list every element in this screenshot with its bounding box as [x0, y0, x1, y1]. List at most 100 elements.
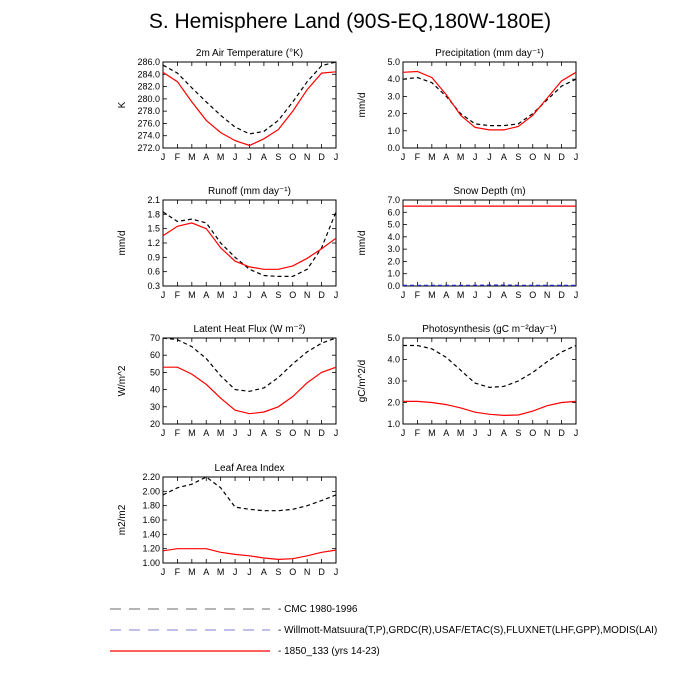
y-tick-label: 2.0 — [387, 398, 400, 408]
chart-panel-3: Snow Depth (m) mm/d 0.0 1.0 2.0 3.0 4.0 5.0 6.0 7… — [357, 186, 578, 300]
y-tick-label: 2.00 — [142, 486, 160, 496]
x-tick-label: J — [487, 428, 492, 438]
panel-title: Latent Heat Flux (W m⁻²) — [194, 324, 306, 335]
y-tick-label: 40 — [150, 385, 160, 395]
y-tick-label: 0.0 — [387, 281, 400, 291]
panel-title: Leaf Area Index — [214, 463, 284, 474]
series-line-0 — [162, 61, 337, 135]
y-tick-label: 274.0 — [137, 131, 160, 141]
x-tick-label: J — [473, 290, 478, 300]
x-tick-label: F — [175, 567, 181, 577]
y-axis-label: m2/m2 — [117, 504, 128, 535]
y-tick-label: 7.0 — [387, 195, 400, 205]
y-tick-label: 280.0 — [137, 94, 160, 104]
series-line-0 — [162, 337, 337, 392]
x-tick-label: D — [558, 152, 565, 162]
plot-frame — [162, 199, 337, 287]
y-tick-label: 3.0 — [387, 91, 400, 101]
x-tick-label: J — [247, 152, 252, 162]
y-tick-label: 2.0 — [387, 256, 400, 266]
x-tick-label: J — [334, 428, 339, 438]
x-tick-label: J — [247, 290, 252, 300]
y-tick-label: 276.0 — [137, 118, 160, 128]
y-tick-label: 1.8 — [147, 209, 160, 219]
x-tick-label: A — [443, 290, 449, 300]
x-tick-label: A — [261, 567, 267, 577]
y-tick-label: 1.00 — [142, 558, 160, 568]
chart-panel-4: Latent Heat Flux (W m⁻²) W/m^2 20 30 40 50 60 7… — [117, 324, 338, 438]
x-tick-label: A — [203, 428, 209, 438]
x-tick-label: J — [247, 567, 252, 577]
x-tick-label: O — [289, 290, 296, 300]
x-tick-label: J — [161, 428, 166, 438]
x-tick-label: M — [217, 152, 225, 162]
x-tick-label: O — [529, 290, 536, 300]
y-tick-label: 284.0 — [137, 69, 160, 79]
x-tick-label: M — [457, 428, 465, 438]
series-line-1 — [402, 70, 577, 131]
x-tick-label: O — [529, 428, 536, 438]
y-tick-label: 20 — [150, 419, 160, 429]
x-tick-label: F — [415, 152, 421, 162]
chart-panel-5: Photosynthesis (gC m⁻²day⁻¹) gC/m^2/d 1.0 2… — [357, 324, 578, 438]
y-tick-label: 0.6 — [147, 267, 160, 277]
y-tick-label: 2.0 — [387, 109, 400, 119]
series-line-1 — [403, 400, 577, 417]
x-tick-label: J — [334, 290, 339, 300]
x-tick-label: D — [318, 290, 325, 300]
x-tick-label: S — [515, 152, 521, 162]
panel-title: Snow Depth (m) — [453, 186, 525, 197]
x-tick-label: A — [443, 152, 449, 162]
panel-title: Runoff (mm day⁻¹) — [208, 186, 291, 197]
x-tick-label: J — [574, 428, 579, 438]
series-line-1 — [163, 366, 337, 415]
y-tick-label: 2.20 — [142, 472, 160, 482]
x-tick-label: J — [401, 428, 406, 438]
x-tick-label: N — [544, 428, 551, 438]
x-tick-label: A — [261, 152, 267, 162]
y-tick-label: 4.0 — [387, 232, 400, 242]
y-tick-label: 1.0 — [387, 269, 400, 279]
x-tick-label: F — [175, 428, 181, 438]
x-tick-label: M — [457, 152, 465, 162]
x-tick-label: J — [487, 152, 492, 162]
chart-panel-0: 2m Air Temperature (°K) K 272.0 274.0 276.0 2… — [117, 48, 338, 162]
x-tick-label: A — [501, 290, 507, 300]
x-tick-label: D — [558, 428, 565, 438]
x-tick-label: S — [515, 428, 521, 438]
plot-frame — [162, 61, 337, 149]
y-tick-label: 0.0 — [387, 143, 400, 153]
x-tick-label: S — [275, 428, 281, 438]
x-tick-label: O — [289, 152, 296, 162]
y-tick-label: 5.0 — [387, 220, 400, 230]
x-tick-label: A — [203, 290, 209, 300]
legend-label-1: - Willmott-Matsuura(T,P),GRDC(R),USAF/ET… — [278, 625, 657, 636]
x-tick-label: N — [304, 567, 311, 577]
x-tick-label: M — [188, 290, 196, 300]
y-axis-label: mm/d — [117, 231, 128, 256]
x-tick-label: J — [574, 290, 579, 300]
x-tick-label: J — [247, 428, 252, 438]
x-tick-label: J — [487, 290, 492, 300]
x-tick-label: J — [161, 290, 166, 300]
x-tick-label: F — [415, 290, 421, 300]
x-tick-label: D — [318, 428, 325, 438]
y-axis-label: mm/d — [357, 93, 368, 118]
y-tick-label: 1.0 — [387, 126, 400, 136]
main-title: S. Hemisphere Land (90S-EQ,180W-180E) — [148, 10, 552, 33]
x-tick-label: A — [261, 428, 267, 438]
x-tick-label: N — [304, 290, 311, 300]
x-tick-label: F — [175, 290, 181, 300]
panel-title: Photosynthesis (gC m⁻²day⁻¹) — [422, 324, 557, 335]
y-tick-label: 1.5 — [147, 224, 160, 234]
series-line-0 — [403, 344, 577, 389]
x-tick-label: J — [473, 428, 478, 438]
y-tick-label: 2.1 — [147, 195, 160, 205]
series-line-1 — [162, 71, 337, 147]
x-tick-label: J — [401, 152, 406, 162]
y-tick-label: 282.0 — [137, 82, 160, 92]
x-tick-label: J — [401, 290, 406, 300]
y-tick-label: 70 — [150, 333, 160, 343]
